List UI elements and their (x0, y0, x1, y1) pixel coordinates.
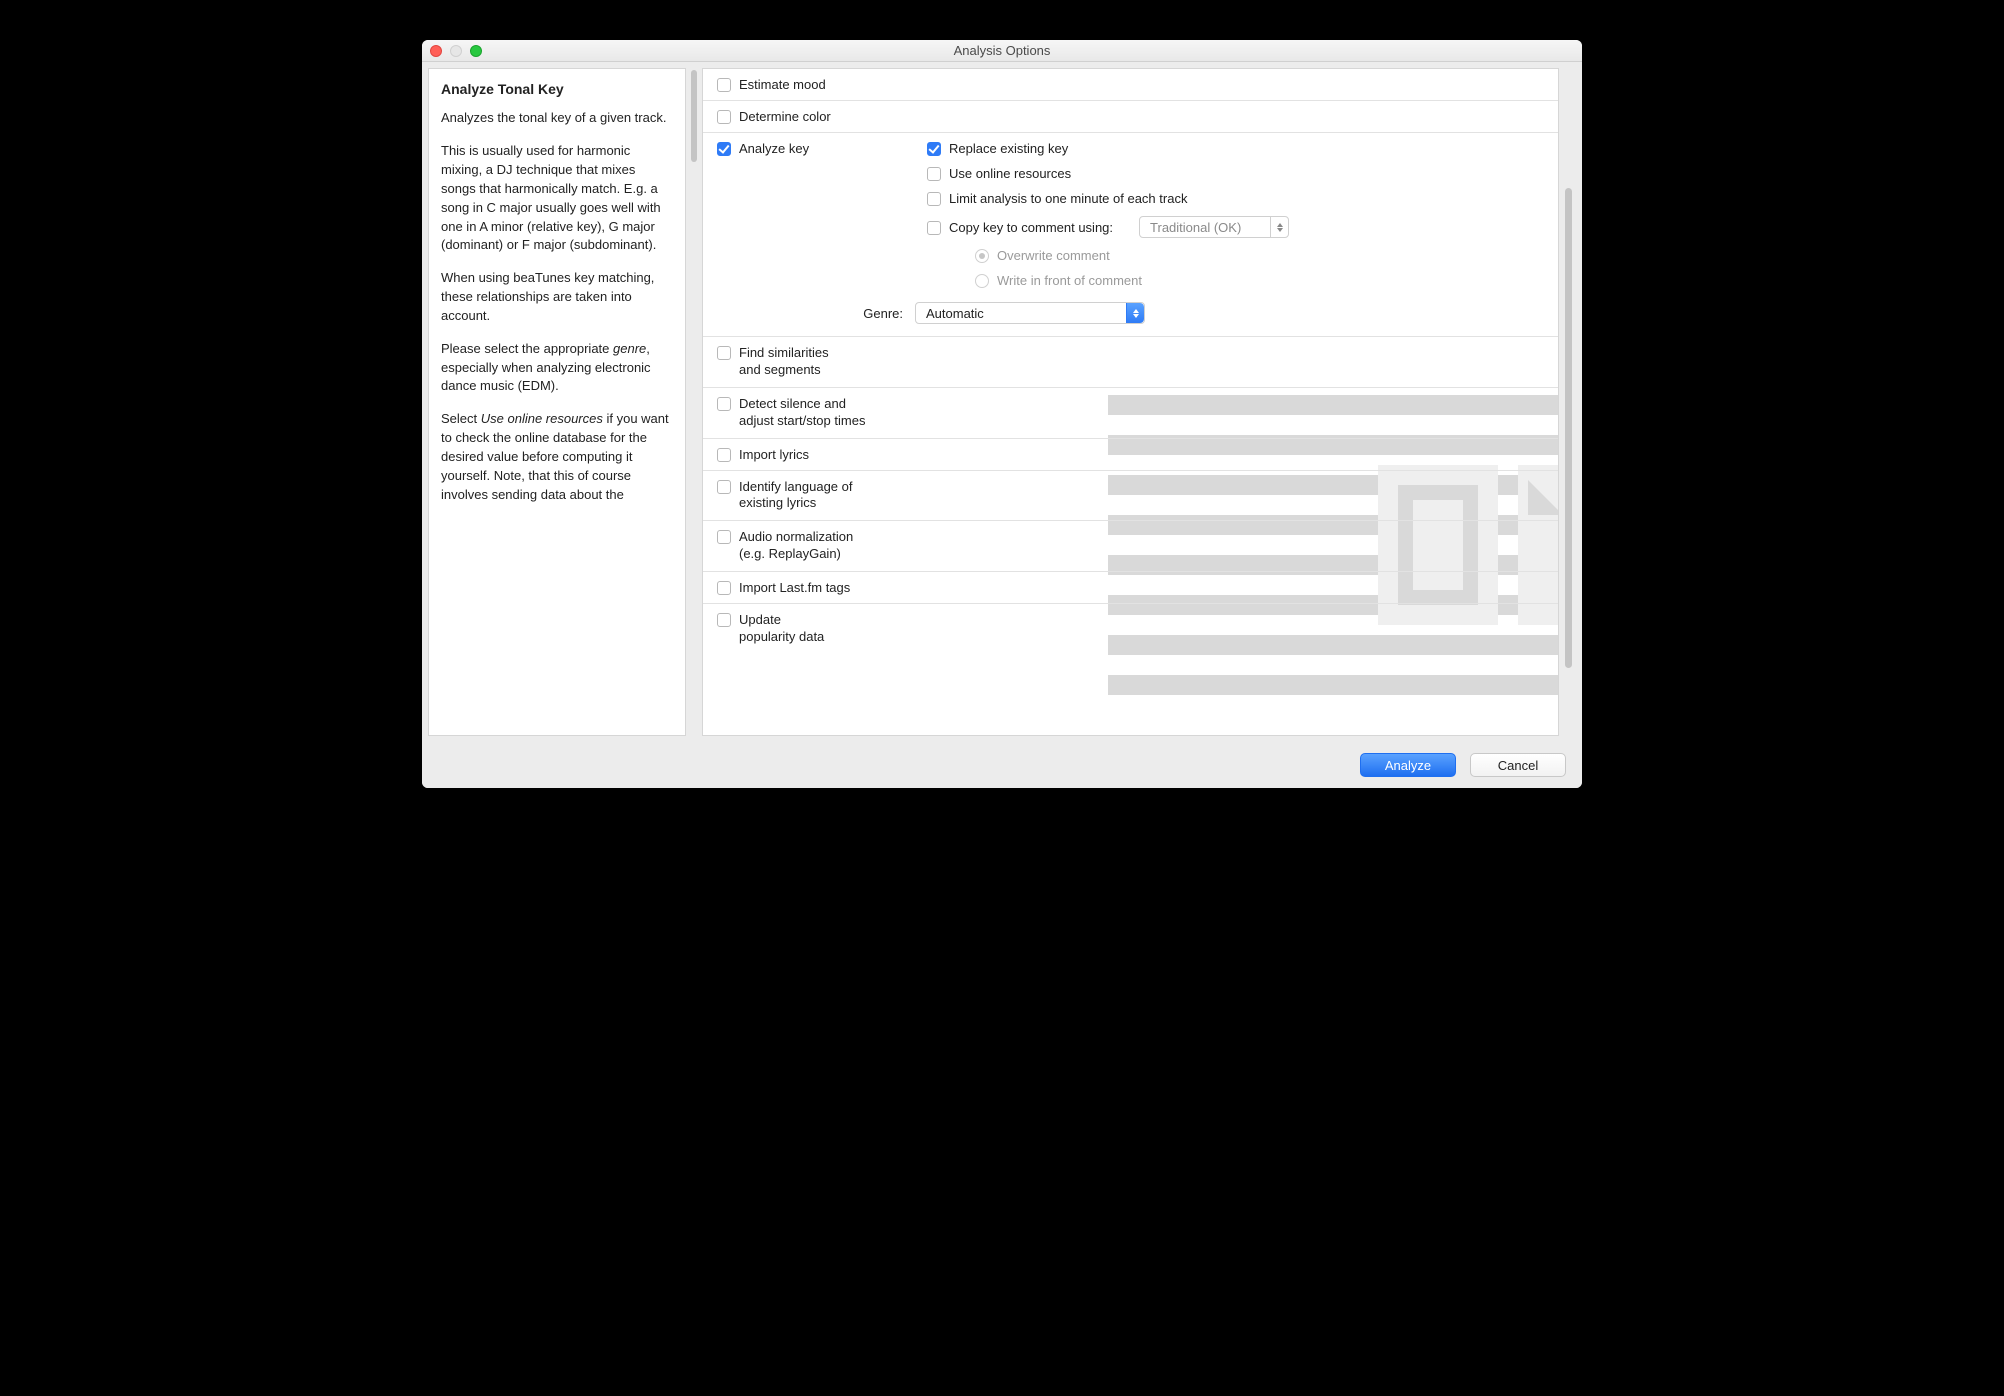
dialog-window: Analysis Options Analyze Tonal Key Analy… (422, 40, 1582, 788)
find-similarities-label: Find similarities and segments (739, 345, 829, 379)
main-scrollbar[interactable] (1562, 68, 1576, 736)
import-lyrics-label: Import lyrics (739, 447, 809, 462)
option-row-audio-normalization: Audio normalization (e.g. ReplayGain) (703, 521, 1558, 572)
replace-existing-key-label: Replace existing key (949, 141, 1068, 156)
determine-color-label: Determine color (739, 109, 831, 124)
analyze-button[interactable]: Analyze (1360, 753, 1456, 777)
audio-normalization-label: Audio normalization (e.g. ReplayGain) (739, 529, 853, 563)
titlebar: Analysis Options (422, 40, 1582, 62)
import-lastfm-checkbox[interactable] (717, 581, 731, 595)
genre-select[interactable]: Automatic (915, 302, 1145, 324)
use-online-resources-checkbox[interactable] (927, 167, 941, 181)
replace-existing-key-checkbox[interactable] (927, 142, 941, 156)
zoom-icon[interactable] (470, 45, 482, 57)
dialog-footer: Analyze Cancel (422, 742, 1582, 788)
window-title: Analysis Options (422, 43, 1582, 58)
option-row-import-lastfm: Import Last.fm tags (703, 572, 1558, 604)
determine-color-checkbox[interactable] (717, 110, 731, 124)
options-scroll-area: Estimate mood Determine color Analyze ke… (703, 69, 1558, 735)
content-area: Analyze Tonal Key Analyzes the tonal key… (422, 62, 1582, 742)
estimate-mood-checkbox[interactable] (717, 78, 731, 92)
copy-key-comment-checkbox[interactable] (927, 221, 941, 235)
write-front-comment-radio (975, 274, 989, 288)
options-panel: Estimate mood Determine color Analyze ke… (702, 68, 1559, 736)
select-arrows-icon (1126, 303, 1144, 323)
import-lyrics-checkbox[interactable] (717, 448, 731, 462)
option-row-update-popularity: Update popularity data (703, 604, 1558, 654)
update-popularity-checkbox[interactable] (717, 613, 731, 627)
option-row-estimate-mood: Estimate mood (703, 69, 1558, 101)
audio-normalization-checkbox[interactable] (717, 530, 731, 544)
option-row-analyze-key: Analyze key Replace existing key Use onl… (703, 133, 1558, 337)
traffic-lights (430, 45, 482, 57)
option-row-determine-color: Determine color (703, 101, 1558, 133)
overwrite-comment-label: Overwrite comment (997, 248, 1110, 263)
sidebar-scrollbar[interactable] (689, 68, 699, 736)
copy-format-select[interactable]: Traditional (OK) (1139, 216, 1289, 238)
detect-silence-checkbox[interactable] (717, 397, 731, 411)
genre-label: Genre: (717, 306, 903, 321)
sidebar-paragraph: This is usually used for harmonic mixing… (441, 142, 673, 255)
genre-selected: Automatic (926, 306, 984, 321)
option-row-detect-silence: Detect silence and adjust start/stop tim… (703, 388, 1558, 439)
overwrite-comment-radio (975, 249, 989, 263)
identify-language-checkbox[interactable] (717, 480, 731, 494)
analyze-key-checkbox[interactable] (717, 142, 731, 156)
sidebar-paragraph: Please select the appropriate genre, esp… (441, 340, 673, 397)
copy-key-comment-label: Copy key to comment using: (949, 220, 1113, 235)
sidebar-paragraph: Select Use online resources if you want … (441, 410, 673, 504)
find-similarities-checkbox[interactable] (717, 346, 731, 360)
option-row-identify-language: Identify language of existing lyrics (703, 471, 1558, 522)
close-icon[interactable] (430, 45, 442, 57)
help-sidebar: Analyze Tonal Key Analyzes the tonal key… (428, 68, 686, 736)
limit-one-minute-checkbox[interactable] (927, 192, 941, 206)
sidebar-paragraph: Analyzes the tonal key of a given track. (441, 109, 673, 128)
sidebar-paragraph: When using beaTunes key matching, these … (441, 269, 673, 326)
sidebar-heading: Analyze Tonal Key (441, 79, 673, 99)
identify-language-label: Identify language of existing lyrics (739, 479, 852, 513)
update-popularity-label: Update popularity data (739, 612, 824, 646)
option-row-find-similarities: Find similarities and segments (703, 337, 1558, 388)
limit-one-minute-label: Limit analysis to one minute of each tra… (949, 191, 1187, 206)
detect-silence-label: Detect silence and adjust start/stop tim… (739, 396, 865, 430)
select-arrows-icon (1270, 217, 1288, 237)
copy-format-selected: Traditional (OK) (1150, 220, 1241, 235)
estimate-mood-label: Estimate mood (739, 77, 826, 92)
use-online-resources-label: Use online resources (949, 166, 1071, 181)
write-front-comment-label: Write in front of comment (997, 273, 1142, 288)
option-row-import-lyrics: Import lyrics (703, 439, 1558, 471)
minimize-icon (450, 45, 462, 57)
analyze-key-label: Analyze key (739, 141, 809, 156)
cancel-button[interactable]: Cancel (1470, 753, 1566, 777)
import-lastfm-label: Import Last.fm tags (739, 580, 850, 595)
